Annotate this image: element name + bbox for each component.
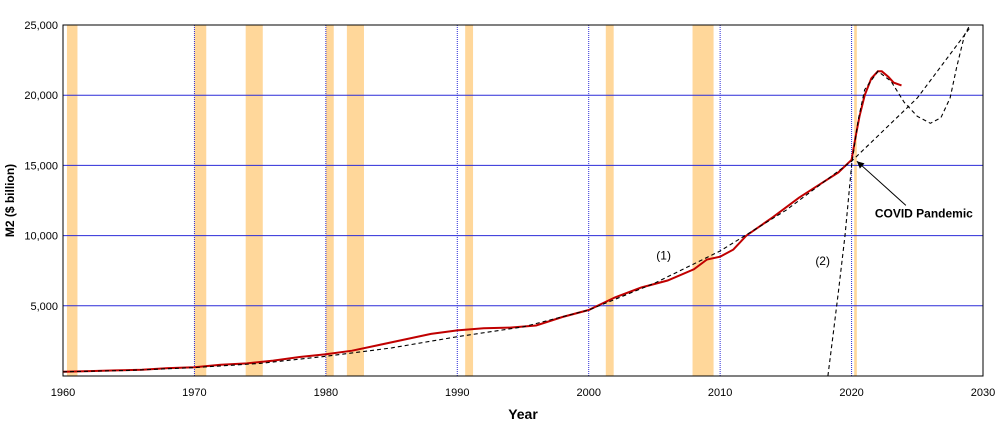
annotation-arrowhead bbox=[856, 161, 865, 169]
x-axis-title: Year bbox=[508, 406, 538, 422]
recession-band-2 bbox=[245, 25, 263, 376]
recession-band-4 bbox=[346, 25, 364, 376]
x-tick-label: 2030 bbox=[971, 387, 995, 399]
recession-band-7 bbox=[692, 25, 714, 376]
plot-frame bbox=[62, 24, 984, 377]
recession-band-0 bbox=[66, 25, 78, 376]
x-tick-label: 2000 bbox=[576, 387, 600, 399]
y-tick-label: 25,000 bbox=[24, 20, 58, 32]
recession-band-5 bbox=[465, 25, 474, 376]
gridlines bbox=[63, 25, 983, 376]
y-tick-labels: 5,000 10,000 15,000 20,000 25,000 bbox=[24, 20, 58, 313]
x-tick-label: 1960 bbox=[51, 387, 75, 399]
recession-band-1 bbox=[194, 25, 207, 376]
series-layer bbox=[62, 24, 971, 377]
y-tick-label: 20,000 bbox=[24, 90, 58, 102]
x-tick-label: 2010 bbox=[708, 387, 732, 399]
x-tick-label: 1980 bbox=[314, 387, 338, 399]
y-tick-label: 5,000 bbox=[30, 301, 58, 313]
recession-band-6 bbox=[605, 25, 614, 376]
x-tick-labels: 1960 1970 1980 1990 2000 2010 2020 2030 bbox=[51, 387, 995, 399]
recession-band-8 bbox=[854, 25, 857, 376]
recession-bands bbox=[66, 25, 857, 376]
y-tick-label: 10,000 bbox=[24, 231, 58, 243]
recession-band-3 bbox=[325, 25, 334, 376]
annotation-arrow-line bbox=[856, 160, 907, 206]
annotation-label-2: COVID Pandemic bbox=[875, 206, 973, 220]
annotation-label-0: (1) bbox=[656, 248, 671, 262]
series-line-0 bbox=[62, 70, 902, 373]
annotations: (1) (2) COVID Pandemic bbox=[656, 160, 973, 268]
y-axis-title: M2 ($ billion) bbox=[3, 164, 17, 237]
x-tick-label: 1970 bbox=[182, 387, 206, 399]
x-tick-label: 2020 bbox=[839, 387, 863, 399]
x-tick-label: 1990 bbox=[445, 387, 469, 399]
y-tick-label: 15,000 bbox=[24, 160, 58, 172]
series-line-2 bbox=[827, 24, 971, 377]
series-line-1 bbox=[62, 27, 971, 373]
annotation-label-1: (2) bbox=[815, 254, 830, 268]
